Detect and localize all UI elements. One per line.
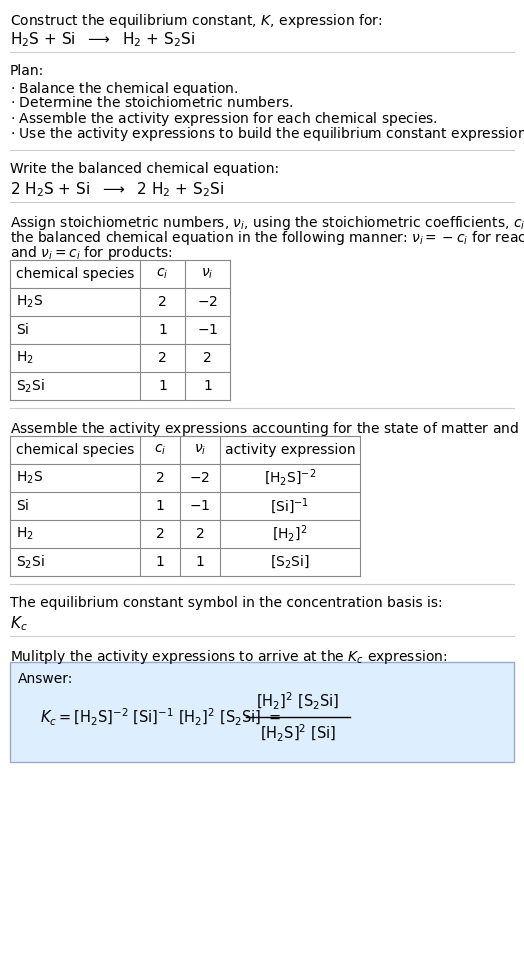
Text: $\mathrm{S_2Si}$: $\mathrm{S_2Si}$ — [16, 553, 45, 571]
Text: 2: 2 — [158, 295, 167, 309]
Text: $[\mathrm{Si}]^{-1}$: $[\mathrm{Si}]^{-1}$ — [270, 496, 310, 516]
Text: 1: 1 — [156, 499, 165, 513]
Text: 2: 2 — [156, 471, 165, 485]
Text: and $\nu_i = c_i$ for products:: and $\nu_i = c_i$ for products: — [10, 244, 173, 262]
Text: 2: 2 — [203, 351, 212, 365]
Text: Mulitply the activity expressions to arrive at the $K_c$ expression:: Mulitply the activity expressions to arr… — [10, 648, 447, 666]
Text: chemical species: chemical species — [16, 267, 134, 281]
FancyBboxPatch shape — [10, 662, 514, 762]
Text: Assemble the activity expressions accounting for the state of matter and $\nu_i$: Assemble the activity expressions accoun… — [10, 420, 524, 438]
Text: $\mathrm{H_2}$: $\mathrm{H_2}$ — [16, 350, 34, 366]
Text: 2 $\mathrm{H_2S}$ + Si  $\longrightarrow$  2 $\mathrm{H_2}$ + $\mathrm{S_2Si}$: 2 $\mathrm{H_2S}$ + Si $\longrightarrow$… — [10, 180, 224, 199]
Text: Assign stoichiometric numbers, $\nu_i$, using the stoichiometric coefficients, $: Assign stoichiometric numbers, $\nu_i$, … — [10, 214, 524, 232]
Text: Plan:: Plan: — [10, 64, 44, 78]
Text: chemical species: chemical species — [16, 443, 134, 457]
Text: 1: 1 — [156, 555, 165, 569]
Text: $-1$: $-1$ — [197, 323, 218, 337]
Text: $[\mathrm{H_2S}]^{-2}$: $[\mathrm{H_2S}]^{-2}$ — [264, 468, 316, 488]
Text: 1: 1 — [195, 555, 204, 569]
Text: $\cdot$ Use the activity expressions to build the equilibrium constant expressio: $\cdot$ Use the activity expressions to … — [10, 125, 524, 143]
Text: $\nu_i$: $\nu_i$ — [194, 443, 206, 457]
Text: $\mathrm{S_2Si}$: $\mathrm{S_2Si}$ — [16, 377, 45, 395]
Text: $-2$: $-2$ — [190, 471, 211, 485]
Text: $\mathrm{H_2S}$ + Si  $\longrightarrow$  $\mathrm{H_2}$ + $\mathrm{S_2Si}$: $\mathrm{H_2S}$ + Si $\longrightarrow$ $… — [10, 30, 195, 49]
Text: $\cdot$ Balance the chemical equation.: $\cdot$ Balance the chemical equation. — [10, 80, 238, 98]
Text: $\mathrm{H_2S}$: $\mathrm{H_2S}$ — [16, 470, 43, 486]
Text: $\cdot$ Determine the stoichiometric numbers.: $\cdot$ Determine the stoichiometric num… — [10, 95, 293, 110]
Text: $\cdot$ Assemble the activity expression for each chemical species.: $\cdot$ Assemble the activity expression… — [10, 110, 438, 128]
Text: Write the balanced chemical equation:: Write the balanced chemical equation: — [10, 162, 279, 176]
Text: $\mathrm{H_2}$: $\mathrm{H_2}$ — [16, 526, 34, 542]
Text: 1: 1 — [158, 323, 167, 337]
Text: 2: 2 — [158, 351, 167, 365]
Text: $[\mathrm{H_2}]^2\ [\mathrm{S_2Si}]$: $[\mathrm{H_2}]^2\ [\mathrm{S_2Si}]$ — [256, 690, 340, 712]
Text: 1: 1 — [203, 379, 212, 393]
Text: $[\mathrm{H_2S}]^2\ [\mathrm{Si}]$: $[\mathrm{H_2S}]^2\ [\mathrm{Si}]$ — [260, 722, 336, 743]
Text: $K_c$: $K_c$ — [10, 614, 28, 633]
Text: $[\mathrm{H_2}]^2$: $[\mathrm{H_2}]^2$ — [272, 524, 308, 544]
Text: $c_i$: $c_i$ — [156, 267, 169, 281]
Text: $K_c = [\mathrm{H_2S}]^{-2}\ [\mathrm{Si}]^{-1}\ [\mathrm{H_2}]^2\ [\mathrm{S_2S: $K_c = [\mathrm{H_2S}]^{-2}\ [\mathrm{Si… — [40, 707, 281, 728]
Text: Construct the equilibrium constant, $K$, expression for:: Construct the equilibrium constant, $K$,… — [10, 12, 383, 30]
Text: 2: 2 — [195, 527, 204, 541]
Bar — [10, 260, 230, 400]
Text: $\mathrm{Si}$: $\mathrm{Si}$ — [16, 322, 29, 338]
Text: 2: 2 — [156, 527, 165, 541]
Text: The equilibrium constant symbol in the concentration basis is:: The equilibrium constant symbol in the c… — [10, 596, 443, 610]
Text: $[\mathrm{S_2Si}]$: $[\mathrm{S_2Si}]$ — [270, 553, 310, 571]
Text: $-1$: $-1$ — [189, 499, 211, 513]
Text: the balanced chemical equation in the following manner: $\nu_i = -c_i$ for react: the balanced chemical equation in the fo… — [10, 229, 524, 247]
Text: $-2$: $-2$ — [197, 295, 218, 309]
Text: $\mathrm{H_2S}$: $\mathrm{H_2S}$ — [16, 293, 43, 310]
Bar — [10, 436, 360, 576]
Text: $\mathrm{Si}$: $\mathrm{Si}$ — [16, 499, 29, 513]
Text: $c_i$: $c_i$ — [154, 443, 166, 457]
Text: $\nu_i$: $\nu_i$ — [201, 267, 214, 281]
Text: activity expression: activity expression — [225, 443, 355, 457]
Text: 1: 1 — [158, 379, 167, 393]
Text: Answer:: Answer: — [18, 672, 73, 686]
